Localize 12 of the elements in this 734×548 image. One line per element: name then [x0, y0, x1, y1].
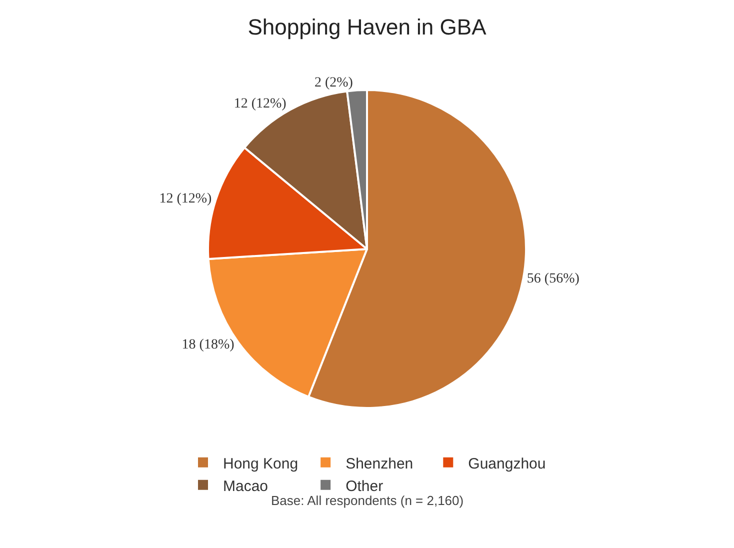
data-label: 12 (12%) — [234, 96, 287, 112]
data-label: 56 (56%) — [526, 272, 580, 287]
data-label: 18 (18%) — [182, 338, 235, 353]
legend-label: Shenzhen — [346, 455, 414, 472]
legend-label: Hong Kong — [223, 455, 298, 472]
data-label: 12 (12%) — [159, 192, 212, 207]
legend-label: Other — [346, 478, 384, 495]
data-label: 2 (2%) — [314, 75, 354, 90]
legend-label: Macao — [223, 478, 268, 495]
chart-title: Shopping Haven in GBA — [248, 14, 487, 40]
text: Base: All respondents (n = 2,160) — [271, 493, 464, 508]
legend-label: Guangzhou — [468, 455, 546, 472]
